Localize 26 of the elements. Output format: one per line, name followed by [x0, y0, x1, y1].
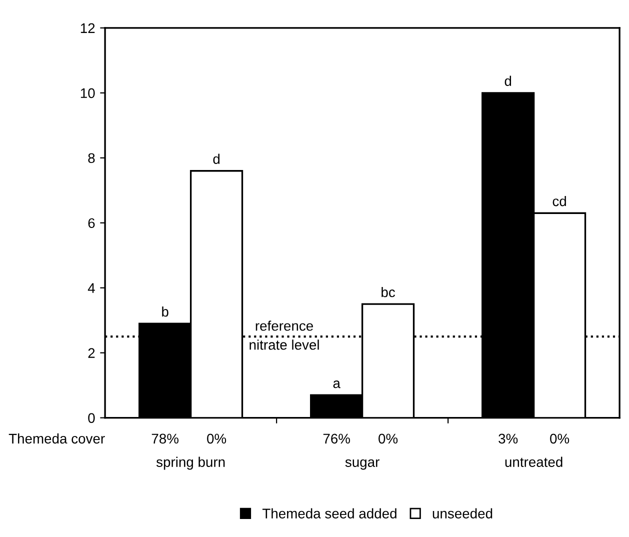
y-tick-label: 0 [88, 413, 95, 423]
data-label: d [504, 76, 512, 86]
x-tick-label: untreated [505, 456, 562, 467]
text: 78% [152, 434, 178, 444]
legend-label: unseeded [432, 508, 492, 518]
text: 0% [207, 434, 226, 444]
x-tick-label: sugar [345, 459, 380, 470]
y-tick-label: 4 [88, 283, 95, 293]
ref-line-label: reference nitrate level [250, 320, 319, 350]
data-label: d [213, 154, 220, 164]
y-tick-label: 2 [88, 348, 95, 358]
x-tick-label: spring burn [156, 456, 225, 470]
text: 76% [323, 434, 350, 444]
data-label: cd [552, 196, 566, 206]
text: Themeda cover [8, 433, 105, 444]
data-label: bc [382, 286, 395, 298]
text: 0% [550, 434, 570, 444]
data-label: a [333, 380, 340, 388]
text: 3% [498, 434, 518, 444]
y-tick-label: 10 [80, 88, 95, 98]
y-tick-label: 6 [88, 218, 95, 228]
legend-label: Themeda seed added [262, 508, 396, 518]
data-label: b [162, 306, 168, 317]
y-tick-label: 12 [80, 23, 95, 33]
y-tick-label: 8 [88, 153, 95, 164]
text: 0% [378, 434, 398, 444]
